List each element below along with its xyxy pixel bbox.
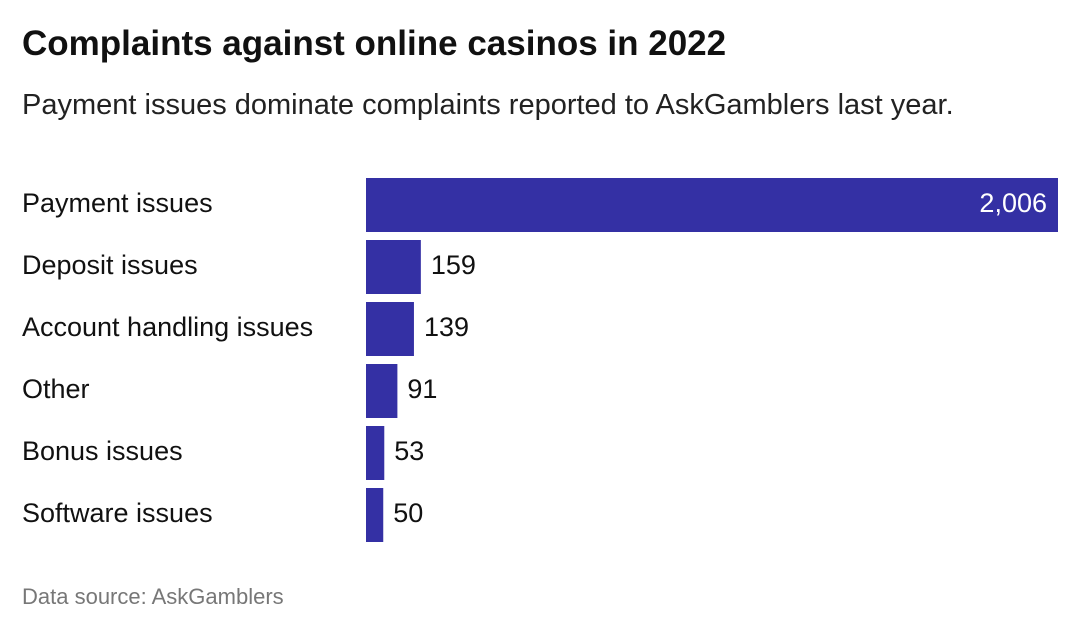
bar <box>366 240 421 294</box>
value-label: 139 <box>424 312 469 342</box>
chart: Payment issues 2,006 Deposit issues 159 Acco… <box>22 178 1058 542</box>
chart-subtitle: Payment issues dominate complaints repor… <box>22 89 954 121</box>
value-label: 91 <box>407 374 437 404</box>
value-label: 53 <box>394 436 424 466</box>
category-label: Other <box>22 374 90 404</box>
bar <box>366 426 385 480</box>
bar <box>366 178 1058 232</box>
source-note: Data source: AskGamblers <box>22 584 284 609</box>
value-label: 50 <box>393 498 423 528</box>
chart-title: Complaints against online casinos in 202… <box>22 24 727 63</box>
value-label: 2,006 <box>979 188 1047 218</box>
bar <box>366 488 384 542</box>
category-label: Deposit issues <box>22 250 198 280</box>
bar <box>366 364 398 418</box>
bar <box>366 302 414 356</box>
category-label: Payment issues <box>22 188 213 218</box>
category-label: Software issues <box>22 498 213 528</box>
category-label: Bonus issues <box>22 436 183 466</box>
category-label: Account handling issues <box>22 312 313 342</box>
value-label: 159 <box>431 250 476 280</box>
